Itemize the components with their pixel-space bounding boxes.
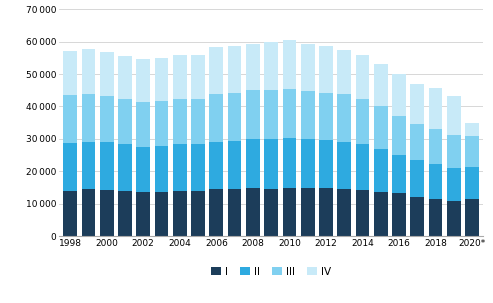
Bar	[173, 55, 187, 99]
Bar	[228, 92, 242, 141]
Bar	[392, 194, 406, 236]
Bar	[429, 199, 443, 236]
Bar	[319, 46, 333, 92]
Bar	[118, 191, 132, 236]
Bar	[137, 192, 150, 236]
Bar	[246, 44, 260, 90]
Bar	[374, 191, 387, 236]
Bar	[319, 188, 333, 236]
Bar	[81, 94, 95, 142]
Bar	[246, 139, 260, 188]
Bar	[63, 143, 77, 191]
Bar	[282, 138, 296, 188]
Bar	[465, 167, 479, 199]
Bar	[264, 188, 278, 236]
Bar	[264, 139, 278, 188]
Bar	[282, 40, 296, 89]
Bar	[173, 145, 187, 191]
Bar	[301, 44, 315, 91]
Bar	[374, 149, 387, 191]
Bar	[246, 90, 260, 139]
Legend: I, II, III, IV: I, II, III, IV	[207, 263, 335, 281]
Bar	[374, 64, 387, 106]
Bar	[465, 136, 479, 167]
Bar	[191, 99, 205, 145]
Bar	[81, 142, 95, 189]
Bar	[337, 142, 351, 189]
Bar	[447, 201, 461, 236]
Bar	[81, 49, 95, 94]
Bar	[337, 95, 351, 142]
Bar	[301, 188, 315, 236]
Bar	[392, 116, 406, 155]
Bar	[118, 99, 132, 144]
Bar	[100, 142, 113, 190]
Bar	[319, 140, 333, 188]
Bar	[191, 55, 205, 99]
Bar	[355, 99, 369, 144]
Bar	[155, 58, 168, 101]
Bar	[63, 51, 77, 95]
Bar	[228, 141, 242, 189]
Bar	[210, 47, 223, 94]
Bar	[137, 102, 150, 147]
Bar	[282, 88, 296, 138]
Bar	[301, 91, 315, 139]
Bar	[191, 191, 205, 236]
Bar	[118, 56, 132, 99]
Bar	[81, 189, 95, 236]
Bar	[411, 124, 424, 160]
Bar	[319, 92, 333, 140]
Bar	[355, 144, 369, 190]
Bar	[155, 192, 168, 236]
Bar	[228, 189, 242, 236]
Bar	[63, 191, 77, 236]
Bar	[355, 190, 369, 236]
Bar	[210, 142, 223, 189]
Bar	[155, 101, 168, 146]
Bar	[429, 88, 443, 129]
Bar	[173, 99, 187, 145]
Bar	[264, 90, 278, 139]
Bar	[246, 188, 260, 236]
Bar	[264, 42, 278, 90]
Bar	[173, 191, 187, 236]
Bar	[429, 164, 443, 199]
Bar	[429, 129, 443, 164]
Bar	[210, 189, 223, 236]
Bar	[447, 168, 461, 201]
Bar	[100, 190, 113, 236]
Bar	[337, 50, 351, 95]
Bar	[301, 139, 315, 188]
Bar	[465, 199, 479, 236]
Bar	[465, 123, 479, 136]
Bar	[228, 46, 242, 92]
Bar	[411, 85, 424, 124]
Bar	[137, 59, 150, 102]
Bar	[155, 146, 168, 192]
Bar	[337, 189, 351, 236]
Bar	[191, 145, 205, 191]
Bar	[100, 52, 113, 96]
Bar	[447, 135, 461, 168]
Bar	[210, 94, 223, 142]
Bar	[118, 144, 132, 191]
Bar	[392, 74, 406, 116]
Bar	[411, 197, 424, 236]
Bar	[411, 160, 424, 197]
Bar	[100, 96, 113, 142]
Bar	[374, 106, 387, 149]
Bar	[282, 188, 296, 236]
Bar	[355, 55, 369, 99]
Bar	[63, 95, 77, 143]
Bar	[137, 147, 150, 192]
Bar	[392, 155, 406, 194]
Bar	[447, 96, 461, 135]
